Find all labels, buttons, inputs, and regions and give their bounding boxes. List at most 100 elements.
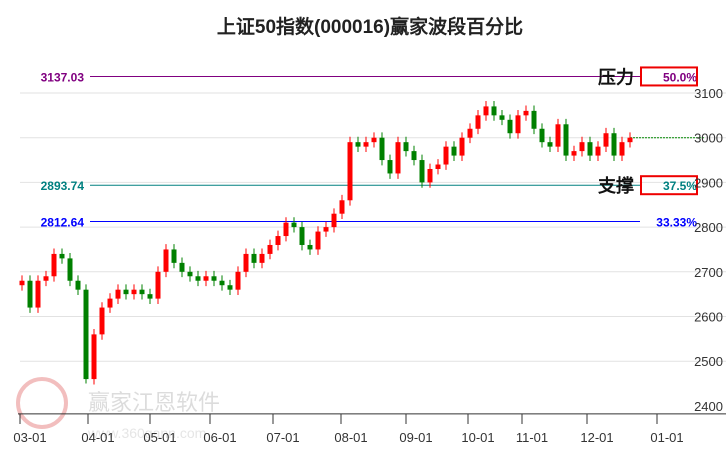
level-pct: 37.5% (663, 179, 697, 193)
y-tick-label: 3000 (694, 131, 723, 146)
candle-body (307, 244, 313, 250)
candle-body (571, 151, 577, 156)
candle-body (195, 276, 201, 281)
candle-body (579, 142, 585, 152)
candle-body (299, 227, 305, 245)
candle-body (19, 280, 25, 286)
candle-body (67, 258, 73, 281)
candle-body (459, 137, 465, 156)
candle-body (523, 110, 529, 116)
candle-body (427, 168, 433, 183)
chart-title: 上证50指数(000016)赢家波段百分比 (217, 15, 523, 38)
candle-body (227, 285, 233, 290)
candle-body (371, 137, 377, 143)
x-tick-label: 07-01 (266, 430, 299, 445)
candle-body (83, 289, 89, 380)
candle-body (43, 276, 49, 281)
candle-body (595, 146, 601, 156)
level-value: 2812.64 (41, 215, 85, 229)
candle-body (499, 115, 505, 120)
candle-body (627, 137, 633, 143)
candle-body (491, 106, 497, 116)
candle-body (27, 280, 33, 308)
candle-body (555, 124, 561, 147)
candle-body (547, 142, 553, 147)
candle-body (387, 160, 393, 174)
candle-body (243, 253, 249, 272)
candle-body (539, 128, 545, 143)
candle-body (611, 133, 617, 156)
candle-body (379, 137, 385, 161)
y-tick-label: 2600 (694, 310, 723, 325)
candle-body (603, 133, 609, 147)
y-tick-label: 2900 (694, 175, 723, 190)
watermark: 赢家江恩软件 www.360gann.com (16, 377, 220, 441)
level-value: 2893.74 (41, 179, 85, 193)
y-tick-label: 2700 (694, 265, 723, 280)
candle-body (219, 280, 225, 286)
candle-body (171, 249, 177, 263)
candle-body (59, 253, 65, 259)
candle-body (179, 262, 185, 272)
candle-body (355, 142, 361, 147)
x-tick-label: 06-01 (203, 430, 236, 445)
candle-body (403, 142, 409, 152)
x-tick-label: 12-01 (580, 430, 613, 445)
candle-body (115, 289, 121, 299)
watermark-seal-icon (16, 377, 68, 429)
candle-body (259, 253, 265, 263)
level-tag: 压力 (598, 67, 634, 87)
candle-body (283, 222, 289, 237)
x-tick-label: 01-01 (650, 430, 683, 445)
candle-body (267, 244, 273, 254)
candle-body (475, 115, 481, 129)
x-tick-label: 10-01 (461, 430, 494, 445)
candle-body (203, 276, 209, 281)
level-tag: 支撑 (597, 175, 634, 196)
candle-body (619, 142, 625, 156)
candle-body (411, 151, 417, 161)
candle-body (347, 142, 353, 201)
level-value: 3137.03 (41, 70, 85, 84)
candle-body (323, 227, 329, 232)
watermark-name: 赢家江恩软件 (88, 390, 220, 415)
x-tick-label: 05-01 (143, 430, 176, 445)
candle-body (251, 253, 257, 263)
candle-body (467, 128, 473, 138)
candle-body (587, 142, 593, 156)
candle-body (99, 307, 105, 335)
candle-body (435, 164, 441, 169)
candle-body (75, 280, 81, 290)
candle-body (51, 253, 57, 277)
candle-body (147, 294, 153, 299)
candle-body (363, 142, 369, 147)
candle-body (483, 106, 489, 116)
candle-body (507, 119, 513, 134)
candle-body (395, 142, 401, 174)
candle-body (187, 271, 193, 277)
candle-body (331, 213, 337, 228)
candle-body (531, 110, 537, 129)
level-pct: 50.0% (663, 70, 697, 84)
y-tick-label: 3100 (694, 86, 723, 101)
candle-body (211, 276, 217, 281)
candle-body (163, 249, 169, 272)
level-pct: 33.33% (656, 215, 697, 229)
candle-body (315, 231, 321, 250)
y-tick-label: 2800 (694, 220, 723, 235)
candle-body (131, 289, 137, 295)
candle-body (35, 280, 41, 308)
candle-body (451, 146, 457, 156)
candle-body (235, 271, 241, 290)
x-tick-label: 09-01 (399, 430, 432, 445)
candle-body (515, 115, 521, 134)
x-tick-label: 03-01 (13, 430, 46, 445)
level-pct-box (640, 66, 698, 87)
watermark-url: www.360gann.com (87, 425, 206, 441)
candle-body (139, 289, 145, 295)
candle-body (155, 271, 161, 299)
x-tick-label: 08-01 (334, 430, 367, 445)
y-tick-label: 2500 (694, 354, 723, 369)
